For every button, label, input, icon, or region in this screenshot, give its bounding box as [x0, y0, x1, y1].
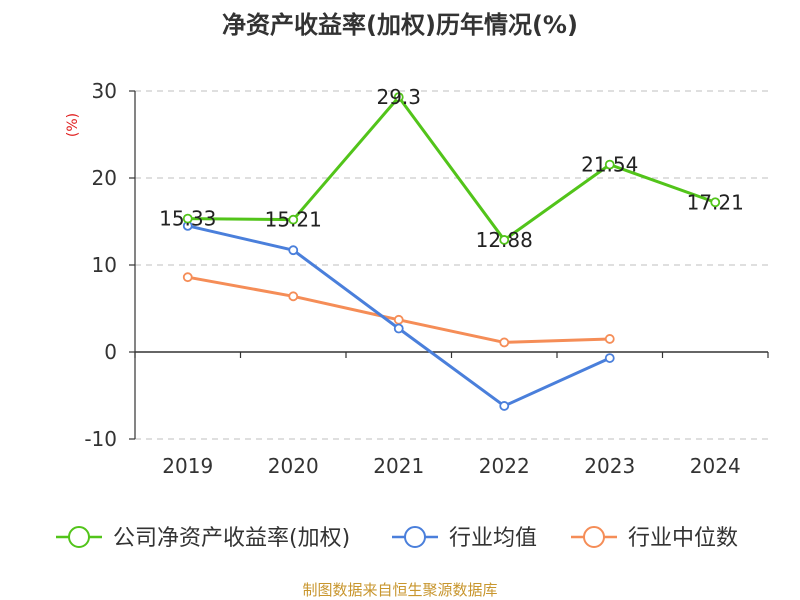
x-tick-label: 2022 — [479, 454, 530, 478]
data-point — [604, 353, 615, 363]
data-point — [393, 314, 404, 325]
data-label: 12.88 — [476, 228, 533, 252]
data-labels: 15.33 15.21 29.3 12.88 21.54 17.21 — [159, 85, 744, 252]
data-label: 21.54 — [581, 153, 638, 177]
data-point — [288, 291, 299, 302]
data-point — [499, 337, 510, 348]
legend-marker — [404, 526, 426, 548]
legend-label: 公司净资产收益率(加权) — [113, 526, 350, 551]
data-label: 15.21 — [265, 208, 322, 232]
legend-label: 行业中位数 — [628, 526, 738, 551]
y-tick-label: 0 — [104, 340, 117, 364]
data-label: 29.3 — [376, 85, 421, 109]
data-point — [499, 401, 510, 411]
data-point — [288, 214, 299, 225]
data-point — [710, 197, 721, 208]
x-tick-label: 2023 — [584, 454, 635, 478]
data-point — [182, 213, 193, 224]
data-point — [604, 159, 615, 170]
y-tick-label: -10 — [84, 427, 117, 451]
data-point — [499, 235, 510, 245]
data-point — [288, 245, 299, 256]
data-point — [182, 272, 193, 283]
y-tick-label: 20 — [92, 166, 117, 190]
legend: 公司净资产收益率(加权) 行业均值 行业中位数 — [56, 526, 738, 551]
data-point — [604, 334, 615, 344]
y-tick-label: 30 — [92, 79, 117, 103]
x-tick-label: 2019 — [162, 454, 213, 478]
gridlines — [135, 90, 768, 440]
x-tick-label: 2021 — [373, 454, 424, 478]
legend-marker — [583, 526, 605, 548]
x-tick-label: 2020 — [268, 454, 319, 478]
legend-label: 行业均值 — [449, 526, 537, 551]
y-tick-label: 10 — [92, 253, 117, 277]
series-line — [187, 95, 716, 242]
x-tick-label: 2024 — [690, 454, 741, 478]
data-label: 17.21 — [687, 190, 744, 214]
data-point — [393, 92, 404, 102]
source-note: 制图数据来自恒生聚源数据库 — [302, 581, 497, 599]
axes: -10 0 10 20 30 2019 2020 2021 2022 2023 2024 — [84, 79, 769, 478]
data-label: 15.33 — [159, 207, 216, 231]
y-axis-unit: (%) — [65, 113, 81, 137]
series-lines — [182, 92, 721, 411]
legend-marker — [68, 526, 90, 548]
chart-title: 净资产收益率(加权)历年情况(%) — [222, 11, 578, 39]
data-point — [393, 323, 404, 334]
